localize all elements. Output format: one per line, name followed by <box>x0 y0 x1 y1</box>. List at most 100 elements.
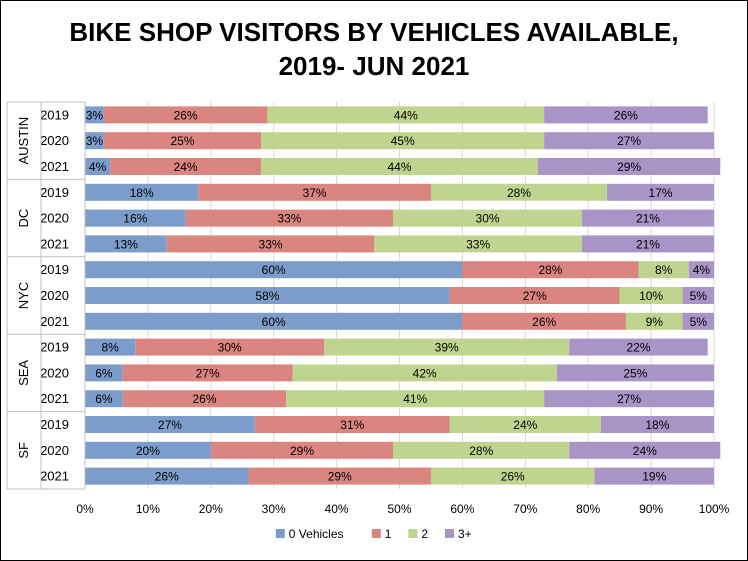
data-label: 25% <box>170 134 194 148</box>
legend-label: 1 <box>385 527 392 541</box>
bar-segment <box>569 441 721 459</box>
legend-label: 0 Vehicles <box>289 527 344 541</box>
bar-segment <box>85 467 249 485</box>
bar-segment <box>135 338 325 356</box>
year-label: 2019 <box>40 262 69 277</box>
chart-title-line-2: 2019- JUN 2021 <box>278 51 470 81</box>
bar-segment <box>430 467 595 485</box>
data-label: 30% <box>218 341 242 355</box>
group-label: SF <box>16 442 31 459</box>
data-label: 28% <box>538 263 562 277</box>
year-label: 2021 <box>40 236 69 251</box>
data-label: 24% <box>633 444 657 458</box>
data-label: 9% <box>646 315 664 329</box>
legend-swatch <box>275 529 285 538</box>
bar-segment <box>166 235 375 253</box>
data-label: 25% <box>623 366 647 380</box>
bar-segment <box>261 158 538 175</box>
data-label: 27% <box>523 289 547 303</box>
bar-segment <box>85 287 450 304</box>
year-label: 2020 <box>40 365 69 380</box>
bar-segment <box>393 441 570 459</box>
data-label: 19% <box>642 470 666 484</box>
data-label: 26% <box>192 392 216 406</box>
bar-segment <box>85 261 463 279</box>
bar-segment <box>594 467 714 485</box>
legend-swatch <box>445 529 454 538</box>
group-label: DC <box>16 209 31 228</box>
data-label: 29% <box>617 160 641 174</box>
data-label: 6% <box>95 392 113 406</box>
group-label: SEA <box>16 360 31 386</box>
bar-segment <box>198 183 431 201</box>
x-tick-label: 20% <box>199 502 223 516</box>
bar-segment <box>85 338 136 356</box>
bar-segment <box>85 183 199 201</box>
data-label: 17% <box>649 186 673 200</box>
bar-segment <box>544 106 708 124</box>
data-label: 60% <box>262 315 286 329</box>
data-label: 10% <box>639 289 663 303</box>
data-label: 18% <box>645 418 669 432</box>
data-label: 27% <box>158 418 182 432</box>
bar-segment <box>619 287 683 304</box>
x-tick-label: 40% <box>325 502 349 516</box>
data-label: 37% <box>303 186 327 200</box>
bar-segment <box>638 261 689 279</box>
data-label: 27% <box>617 392 641 406</box>
bar-segment <box>110 158 262 175</box>
bar-segment <box>85 312 463 330</box>
bar-segment <box>85 106 104 124</box>
data-label: 13% <box>114 237 138 251</box>
bar-segment <box>103 132 262 150</box>
bar-segment <box>625 312 683 330</box>
data-label: 3% <box>86 108 104 122</box>
x-tick-label: 10% <box>136 502 160 516</box>
year-label: 2020 <box>40 288 69 303</box>
bar-segment <box>85 132 104 150</box>
bar-segment <box>682 287 714 304</box>
bar-segment <box>210 441 394 459</box>
bar-segment <box>261 132 545 150</box>
bar-segment <box>556 364 714 382</box>
data-label: 22% <box>627 341 651 355</box>
bar-segment <box>449 416 601 433</box>
bar-segment <box>122 364 293 382</box>
year-label: 2021 <box>40 159 69 174</box>
year-label: 2020 <box>40 443 69 458</box>
data-label: 45% <box>391 134 415 148</box>
bar-segment <box>85 416 255 433</box>
x-tick-label: 80% <box>576 502 600 516</box>
bar-segment <box>682 312 714 330</box>
legend-label: 3+ <box>458 527 472 541</box>
data-label: 60% <box>262 263 286 277</box>
data-label: 29% <box>328 470 352 484</box>
bar-segment <box>85 441 211 459</box>
group-label: NYC <box>16 282 31 309</box>
data-label: 28% <box>507 186 531 200</box>
data-label: 5% <box>690 289 708 303</box>
bar-segment <box>581 209 714 227</box>
bar-segment <box>103 106 268 124</box>
data-label: 29% <box>290 444 314 458</box>
data-label: 26% <box>614 108 638 122</box>
bar-segment <box>544 132 714 150</box>
year-label: 2021 <box>40 314 69 329</box>
data-label: 33% <box>259 237 283 251</box>
data-label: 27% <box>196 366 220 380</box>
data-label: 16% <box>123 212 147 226</box>
bar-segment <box>85 235 167 253</box>
x-tick-label: 30% <box>262 502 286 516</box>
x-tick-label: 90% <box>639 502 663 516</box>
bar-segment <box>462 261 639 279</box>
data-label: 24% <box>513 418 537 432</box>
bar-segment <box>581 235 714 253</box>
bar-segment <box>122 390 287 408</box>
bar-segment <box>324 338 570 356</box>
data-label: 44% <box>387 160 411 174</box>
bar-segment <box>85 390 123 408</box>
bar-segment <box>374 235 582 253</box>
bar-segment <box>393 209 582 227</box>
